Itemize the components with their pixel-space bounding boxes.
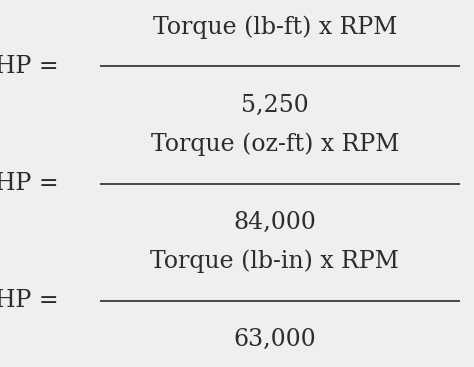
Text: Torque (lb-in) x RPM: Torque (lb-in) x RPM [150, 250, 400, 273]
Text: HP =: HP = [0, 55, 59, 77]
Text: Torque (oz-ft) x RPM: Torque (oz-ft) x RPM [151, 132, 399, 156]
Text: HP =: HP = [0, 172, 59, 195]
Text: 63,000: 63,000 [234, 328, 316, 352]
Text: Torque (lb-ft) x RPM: Torque (lb-ft) x RPM [153, 15, 397, 39]
Text: 5,250: 5,250 [241, 94, 309, 117]
Text: HP =: HP = [0, 290, 59, 312]
Text: 84,000: 84,000 [234, 211, 316, 234]
